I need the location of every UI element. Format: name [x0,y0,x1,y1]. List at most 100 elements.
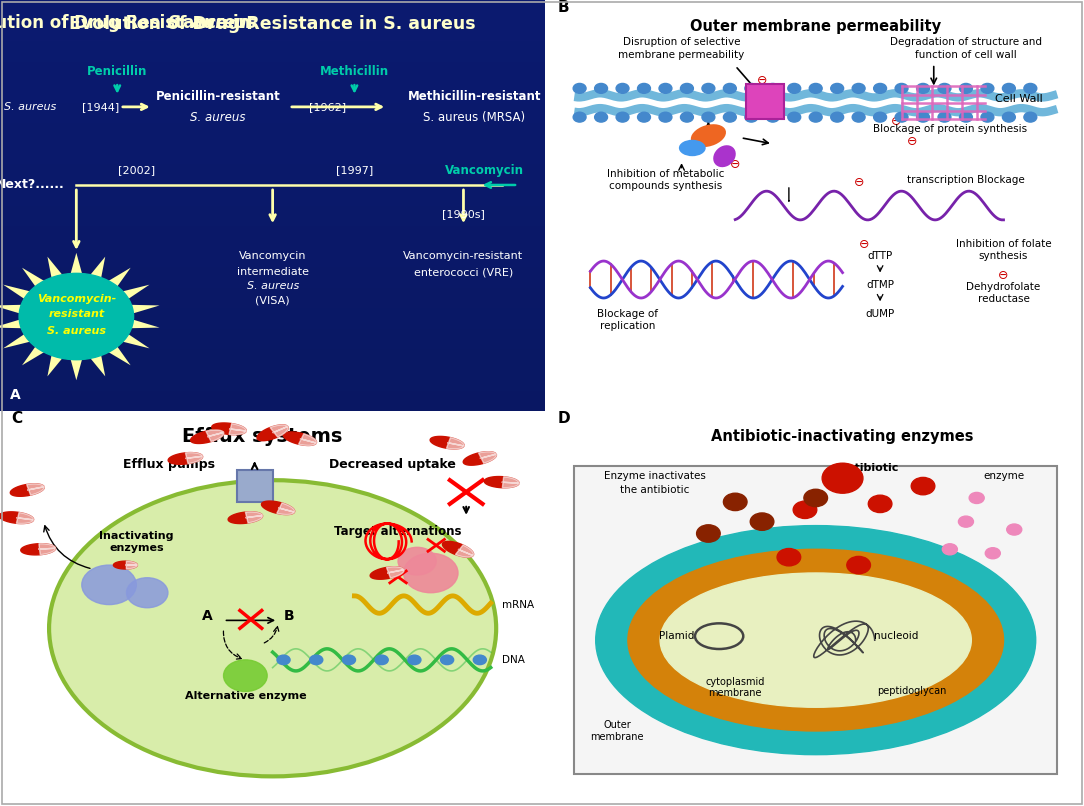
Polygon shape [387,567,404,578]
Text: [2002]: [2002] [118,165,155,176]
Text: B: B [557,0,569,15]
Bar [0,226,545,247]
Polygon shape [276,503,295,514]
Text: S. aureus: S. aureus [4,102,56,112]
Text: intermediate: intermediate [236,267,309,276]
Circle shape [408,655,421,665]
Text: Penicillin-resistant: Penicillin-resistant [156,90,281,103]
Circle shape [766,112,779,122]
Circle shape [895,112,908,122]
Text: Vancomycin: Vancomycin [238,251,307,261]
Bar [0,82,545,102]
Text: dTMP: dTMP [866,280,894,289]
Text: DNA: DNA [502,654,525,665]
Text: S. aureus: S. aureus [246,281,299,291]
Circle shape [895,84,908,93]
Bar [0,329,545,350]
Text: Methicillin-resistant: Methicillin-resistant [408,90,541,103]
Text: Methicillin: Methicillin [320,65,389,78]
Ellipse shape [691,124,726,147]
Circle shape [440,655,453,665]
Circle shape [637,84,650,93]
Polygon shape [16,513,34,524]
Polygon shape [430,436,464,449]
Circle shape [81,565,137,604]
Circle shape [868,495,892,513]
Circle shape [573,84,586,93]
Circle shape [310,655,323,665]
Polygon shape [0,253,159,380]
Circle shape [723,493,747,510]
Circle shape [810,84,822,93]
Text: ⊖: ⊖ [757,73,767,87]
Text: [1990s]: [1990s] [442,209,485,218]
Text: the antibiotic: the antibiotic [620,485,689,495]
Polygon shape [228,512,262,524]
Text: replication: replication [601,321,656,330]
Circle shape [938,112,951,122]
Text: Blockage of protein synthesis: Blockage of protein synthesis [873,124,1027,135]
Text: cytoplasmid
membrane: cytoplasmid membrane [706,677,765,698]
Circle shape [958,516,973,527]
Ellipse shape [628,550,1004,731]
Circle shape [127,578,168,608]
Text: Outer membrane permeability: Outer membrane permeability [691,19,941,34]
Text: peptidoglycan: peptidoglycan [878,687,947,696]
Circle shape [375,655,388,665]
Circle shape [573,112,586,122]
Ellipse shape [660,573,971,708]
Text: Antibiotic-inactivating enzymes: Antibiotic-inactivating enzymes [711,430,973,444]
Text: [1997]: [1997] [336,165,373,176]
Circle shape [969,492,984,504]
Polygon shape [206,430,223,442]
Circle shape [20,273,133,359]
Text: Alternative enzyme: Alternative enzyme [184,692,306,701]
Text: Vancomycin: Vancomycin [444,164,524,177]
Text: ⊖: ⊖ [859,238,869,251]
Bar [0,143,545,164]
Circle shape [659,112,672,122]
Text: Vancomycin-resistant: Vancomycin-resistant [403,251,524,261]
Text: Disruption of selective: Disruption of selective [623,37,740,48]
Polygon shape [502,476,519,488]
Text: dUMP: dUMP [865,309,894,318]
Circle shape [912,477,934,495]
Circle shape [745,112,758,122]
Bar [0,247,545,267]
Text: transcription Blockage: transcription Blockage [907,175,1024,185]
Polygon shape [185,453,203,463]
Circle shape [788,84,801,93]
Polygon shape [114,561,138,569]
Circle shape [398,547,436,575]
Text: synthesis: synthesis [979,251,1029,261]
Bar [0,267,545,288]
Polygon shape [463,451,496,465]
Text: ⊖: ⊖ [853,177,864,189]
Circle shape [959,84,972,93]
Circle shape [830,112,843,122]
Text: C: C [11,411,22,426]
Circle shape [1007,524,1022,535]
Bar [0,309,545,329]
Polygon shape [191,430,223,443]
Circle shape [1003,84,1016,93]
Polygon shape [257,425,288,441]
Text: A: A [202,609,212,623]
Text: function of cell wall: function of cell wall [915,50,1017,60]
Bar [0,391,545,411]
Text: Plamid: Plamid [658,631,694,642]
Ellipse shape [49,480,496,776]
Bar [0,370,545,391]
Polygon shape [21,544,55,555]
Text: membrane permeability: membrane permeability [619,50,745,60]
Text: Dehydrofolate: Dehydrofolate [967,282,1041,292]
Polygon shape [298,434,317,446]
Text: Enzyme inactivates: Enzyme inactivates [604,472,706,481]
Text: S. aureus: S. aureus [191,110,246,123]
Text: enzymes: enzymes [109,543,164,553]
Circle shape [595,112,607,122]
Ellipse shape [679,139,706,156]
Circle shape [938,84,951,93]
Text: [1962]: [1962] [309,102,346,112]
Circle shape [1003,112,1016,122]
